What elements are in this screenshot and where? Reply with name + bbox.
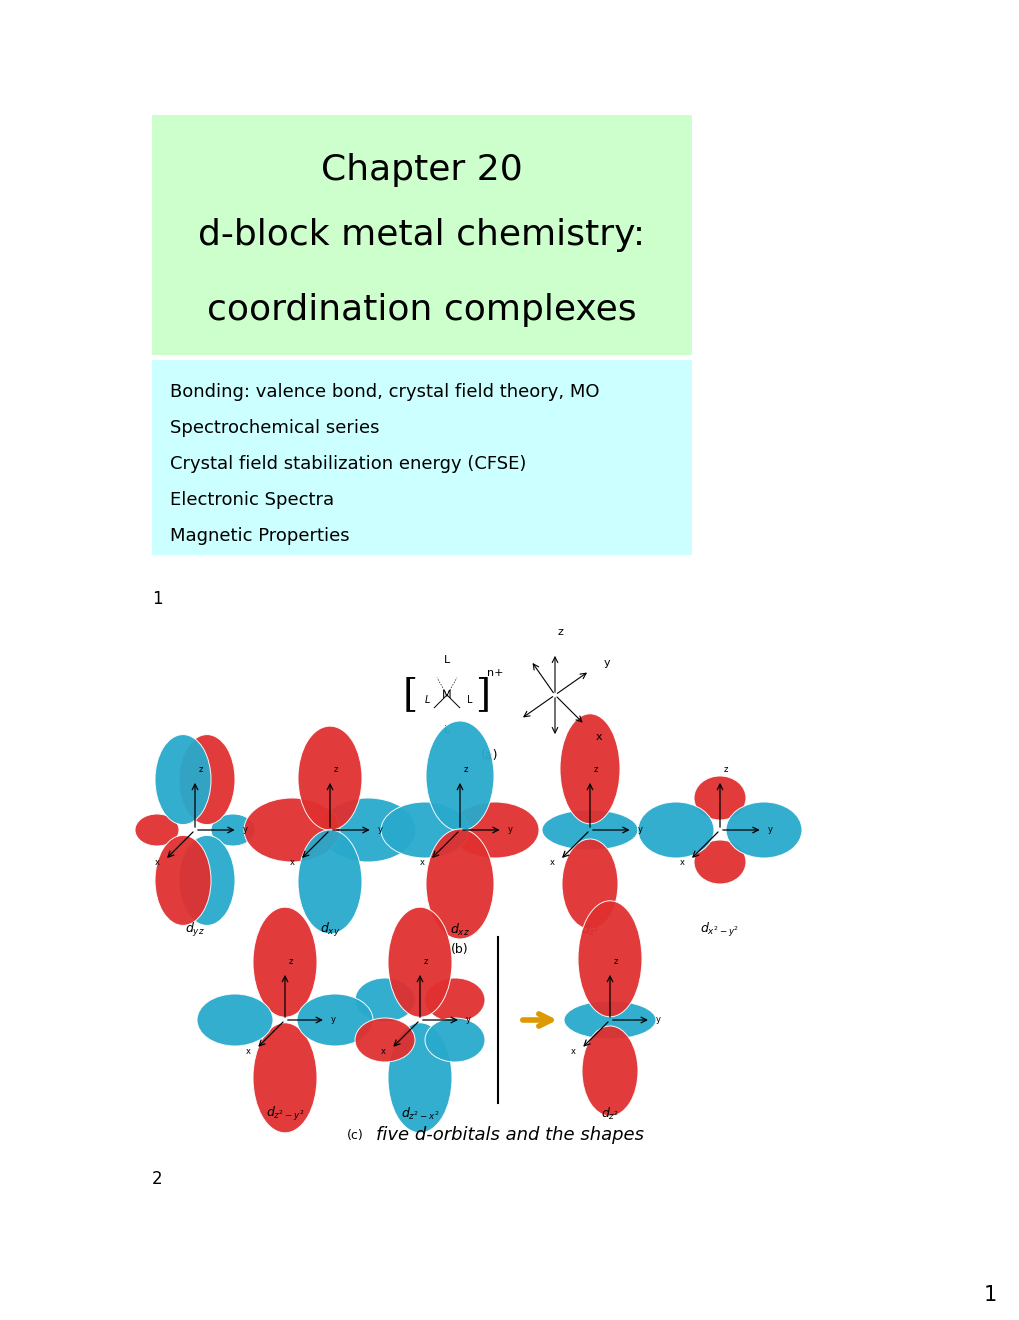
Text: x: x (680, 858, 685, 867)
Ellipse shape (450, 803, 538, 858)
Text: $d_{z^2}$: $d_{z^2}$ (581, 921, 598, 939)
Text: z: z (288, 957, 293, 966)
Ellipse shape (355, 978, 415, 1022)
Ellipse shape (564, 1001, 655, 1039)
Text: z: z (557, 627, 564, 638)
Text: L: L (424, 696, 429, 705)
Text: Spectrochemical series: Spectrochemical series (170, 418, 379, 437)
Ellipse shape (197, 994, 273, 1045)
Ellipse shape (211, 814, 255, 846)
Ellipse shape (244, 799, 339, 862)
Ellipse shape (559, 714, 620, 824)
Ellipse shape (541, 810, 637, 850)
Text: z: z (199, 766, 203, 774)
Text: coordination complexes: coordination complexes (207, 293, 636, 327)
Text: z: z (333, 766, 338, 774)
Ellipse shape (135, 814, 178, 846)
Ellipse shape (298, 726, 362, 830)
Ellipse shape (637, 803, 713, 858)
Text: 2: 2 (152, 1170, 162, 1188)
Text: (a): (a) (481, 748, 498, 762)
Text: L: L (443, 725, 449, 735)
Ellipse shape (381, 803, 469, 858)
Text: 1: 1 (982, 1284, 996, 1305)
Text: L: L (467, 696, 472, 705)
FancyBboxPatch shape (152, 360, 691, 554)
Text: y: y (466, 1015, 471, 1024)
Text: n+: n+ (486, 668, 502, 678)
FancyBboxPatch shape (152, 115, 691, 355)
Text: x: x (420, 858, 425, 867)
Text: Crystal field stabilization energy (CFSE): Crystal field stabilization energy (CFSE… (170, 455, 526, 473)
Ellipse shape (178, 836, 234, 925)
Text: d-block metal chemistry:: d-block metal chemistry: (199, 218, 645, 252)
Ellipse shape (253, 1023, 317, 1133)
Text: $d_{z^2-y^2}$: $d_{z^2-y^2}$ (265, 1105, 304, 1123)
Ellipse shape (693, 776, 745, 820)
Ellipse shape (253, 907, 317, 1018)
Ellipse shape (582, 1026, 637, 1115)
Text: x: x (246, 1047, 251, 1056)
Text: (c): (c) (346, 1130, 363, 1143)
Text: 1: 1 (152, 590, 162, 609)
Text: y: y (330, 1015, 335, 1024)
Text: Electronic Spectra: Electronic Spectra (170, 491, 334, 510)
Text: [: [ (403, 676, 417, 714)
Text: $d_{z^2}$: $d_{z^2}$ (600, 1106, 619, 1122)
Ellipse shape (693, 840, 745, 884)
Text: $d_{yz}$: $d_{yz}$ (184, 921, 205, 939)
Text: (b): (b) (450, 944, 469, 957)
Text: Magnetic Properties: Magnetic Properties (170, 527, 350, 545)
Text: x: x (381, 1047, 386, 1056)
Text: ]: ] (475, 676, 490, 714)
Text: z: z (464, 766, 468, 774)
Text: z: z (613, 957, 618, 966)
Ellipse shape (426, 721, 493, 832)
Text: M: M (442, 690, 451, 700)
Text: Chapter 20: Chapter 20 (321, 153, 523, 187)
Text: x: x (549, 858, 554, 867)
Text: L: L (443, 655, 449, 665)
Text: y: y (766, 825, 771, 834)
Ellipse shape (387, 907, 451, 1018)
Text: $d_{x^2-y^2}$: $d_{x^2-y^2}$ (700, 921, 739, 939)
Ellipse shape (155, 735, 211, 825)
Text: y: y (637, 825, 642, 834)
Ellipse shape (387, 1023, 451, 1133)
Text: y: y (243, 825, 248, 834)
Text: Bonding: valence bond, crystal field theory, MO: Bonding: valence bond, crystal field the… (170, 383, 599, 401)
Text: z: z (593, 766, 598, 774)
Text: x: x (289, 858, 294, 867)
Ellipse shape (726, 803, 801, 858)
Text: five d-orbitals and the shapes: five d-orbitals and the shapes (376, 1126, 643, 1144)
Text: $d_{z^2-x^2}$: $d_{z^2-x^2}$ (400, 1106, 439, 1122)
Ellipse shape (178, 735, 234, 825)
Ellipse shape (425, 978, 484, 1022)
Text: y: y (655, 1015, 660, 1024)
Ellipse shape (355, 1018, 415, 1063)
Text: y: y (603, 659, 610, 668)
Text: x: x (595, 733, 601, 742)
Ellipse shape (155, 836, 211, 925)
Ellipse shape (561, 840, 618, 929)
Ellipse shape (425, 1018, 484, 1063)
Text: y: y (377, 825, 382, 834)
Ellipse shape (578, 900, 641, 1016)
Ellipse shape (320, 799, 416, 862)
Text: x: x (155, 858, 160, 867)
Text: y: y (507, 825, 512, 834)
Text: z: z (424, 957, 428, 966)
Ellipse shape (298, 830, 362, 933)
Text: z: z (723, 766, 728, 774)
Text: $d_{xy}$: $d_{xy}$ (320, 921, 340, 939)
Text: x: x (571, 1047, 576, 1056)
Ellipse shape (426, 829, 493, 939)
Ellipse shape (297, 994, 373, 1045)
Text: $d_{xz}$: $d_{xz}$ (449, 921, 470, 939)
